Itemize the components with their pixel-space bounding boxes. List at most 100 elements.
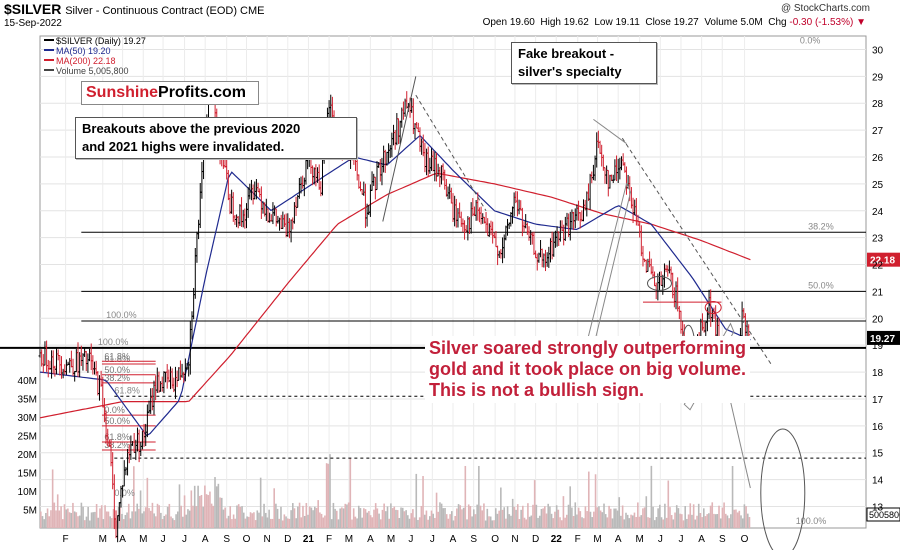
- volume-bar: [709, 505, 712, 528]
- volume-bar: [635, 517, 637, 528]
- volume-bar: [410, 513, 413, 528]
- volume-bar: [320, 513, 323, 528]
- volume-bar: [686, 518, 688, 528]
- volume-bar: [533, 480, 536, 528]
- volume-bar: [89, 520, 91, 528]
- price-tick-label: 27: [872, 126, 884, 137]
- volume-bar: [354, 516, 357, 528]
- last-volume-box: [866, 507, 900, 522]
- volume-bar: [730, 514, 732, 528]
- pointer-fake-tail: [593, 118, 627, 144]
- volume-bar: [637, 502, 639, 528]
- volume-bar: [270, 518, 272, 528]
- volume-bar: [677, 508, 680, 528]
- price-tick-label: 23: [872, 234, 884, 245]
- volume-bar: [92, 512, 95, 528]
- volume-bar: [259, 477, 262, 528]
- volume-bar: [151, 502, 154, 528]
- volume-bar: [182, 516, 184, 528]
- price-tick-label: 13: [872, 502, 884, 513]
- volume-bar: [138, 508, 140, 528]
- volume-value: 5.0M: [740, 17, 763, 28]
- volume-bar: [501, 509, 504, 528]
- volume-bar: [435, 492, 438, 528]
- volume-bar: [549, 506, 551, 528]
- open-value: 19.60: [509, 17, 535, 28]
- pointer-to-volume: [729, 397, 751, 489]
- volume-bar: [178, 484, 181, 528]
- volume-bar: [356, 518, 358, 528]
- volume-bar: [364, 509, 367, 528]
- volume-bar: [312, 510, 314, 528]
- volume-bar: [708, 513, 710, 528]
- volume-bar: [687, 514, 690, 528]
- volume-bar: [621, 505, 624, 528]
- volume-bar: [315, 507, 318, 528]
- volume-bar: [450, 511, 453, 528]
- volume-bar: [300, 517, 303, 528]
- volume-bar: [210, 503, 213, 528]
- price-tick-label: 18: [872, 368, 884, 379]
- volume-bar: [126, 512, 128, 528]
- volume-bar: [540, 508, 543, 528]
- volume-bar: [527, 503, 529, 528]
- volume-bar: [528, 516, 531, 528]
- volume-bar: [586, 511, 588, 528]
- chart-date: 15-Sep-2022: [4, 18, 62, 29]
- volume-bar: [374, 503, 377, 528]
- volume-bar: [462, 507, 465, 528]
- volume-bar: [46, 508, 49, 528]
- volume-bar: [156, 503, 159, 528]
- volume-bar: [58, 510, 61, 528]
- volume-bar: [357, 505, 360, 528]
- x-tick-label: A: [367, 534, 374, 545]
- price-tick-label: 24: [872, 207, 884, 218]
- volume-bar: [160, 512, 162, 528]
- fib-cluster-label: 61.8%: [104, 432, 130, 442]
- volume-bar: [493, 520, 495, 528]
- volume-bar: [513, 506, 516, 528]
- volume-bar: [327, 463, 330, 528]
- last-price-tag-box: [867, 330, 900, 345]
- volume-bar: [545, 513, 548, 528]
- volume-bar: [422, 476, 424, 528]
- volume-bar: [645, 496, 648, 528]
- volume-bar: [293, 508, 296, 528]
- volume-bar: [168, 503, 171, 528]
- volume-bar: [153, 513, 155, 528]
- volume-bar: [731, 465, 734, 528]
- volume-bar: [577, 507, 580, 528]
- price-tick-label: 17: [872, 395, 884, 406]
- volume-bar: [303, 515, 306, 528]
- volume-bar: [149, 510, 152, 528]
- volume-bar: [136, 503, 139, 528]
- volume-bar: [378, 513, 380, 528]
- volume-bar: [176, 511, 179, 528]
- note-line1: Silver soared strongly outperforming: [429, 338, 747, 358]
- volume-bar: [662, 519, 665, 528]
- volume-bar: [373, 509, 375, 528]
- volume-bar: [631, 515, 634, 528]
- chg-value: -0.30 (-1.53%): [789, 17, 854, 28]
- volume-bar: [85, 516, 88, 528]
- volume-bar: [381, 509, 384, 528]
- volume-bar: [721, 507, 724, 528]
- volume-bar: [67, 508, 69, 528]
- price-tick-label: 22: [872, 261, 884, 272]
- volume-bar: [500, 487, 502, 528]
- volume-bar: [70, 512, 73, 528]
- volume-bar: [200, 494, 203, 528]
- chart-title: $SILVER Silver - Continuous Contract (EO…: [4, 1, 264, 17]
- volume-bar: [224, 507, 226, 528]
- volume-bar: [215, 486, 218, 528]
- volume-bar: [491, 520, 494, 528]
- volume-bar: [425, 510, 428, 528]
- fib-cluster-label: 0.0%: [104, 405, 125, 415]
- volume-bar: [670, 515, 673, 528]
- fib-level-label: 100.0%: [106, 310, 137, 320]
- volume-bar: [511, 498, 514, 528]
- volume-bar: [640, 515, 643, 528]
- volume-bar: [538, 515, 541, 528]
- legend-ma200-text: MA(200) 22.18: [56, 56, 116, 66]
- volume-bar: [214, 477, 216, 528]
